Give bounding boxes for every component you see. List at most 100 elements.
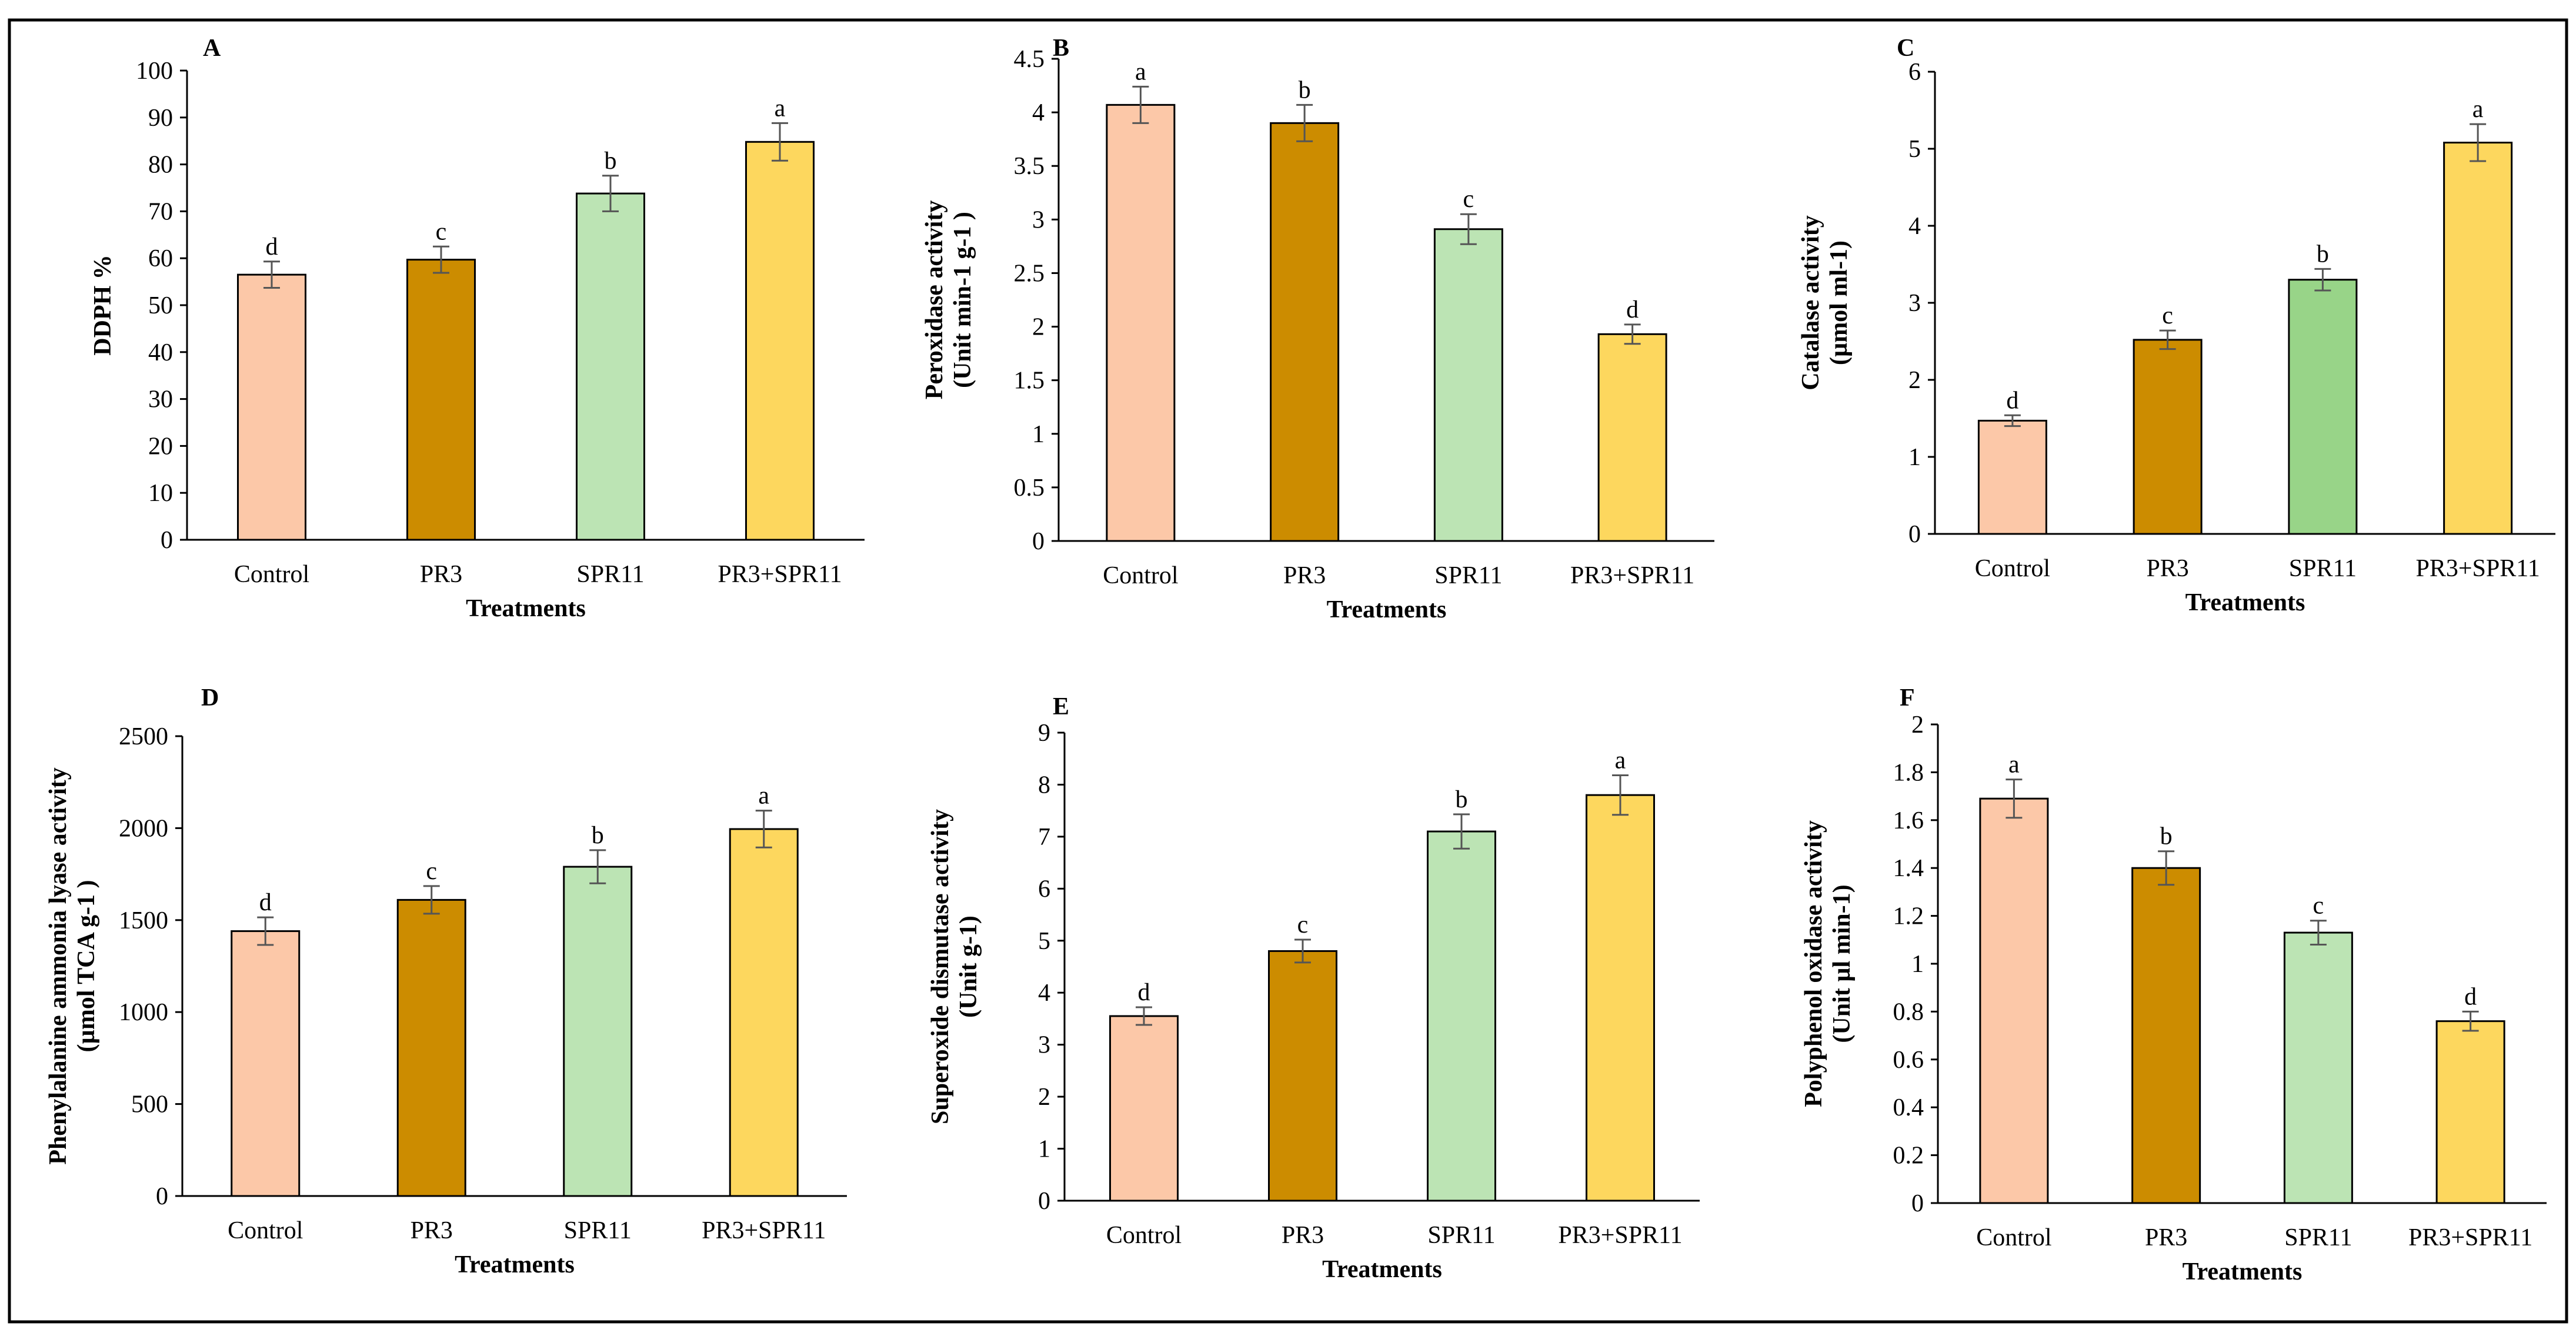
y-axis-title: Polyphenol oxidase activity: [1800, 820, 1827, 1107]
chart-panel-e: E 0 1 2 3 4 5 6 7 8 9 d Control c PR3 b SPR11 a PR3+SPR11 T…: [927, 693, 1700, 1283]
bar: [1427, 830, 1496, 1202]
significance-letter: b: [592, 822, 604, 849]
y-tick-label: 6: [1038, 876, 1050, 903]
y-axis-title: DDPH %: [89, 255, 116, 356]
y-tick-label: 0: [1032, 528, 1045, 555]
significance-letter: a: [2008, 751, 2020, 779]
significance-letter: d: [1138, 979, 1150, 1006]
bar: [2283, 931, 2353, 1204]
bar: [2435, 1020, 2505, 1204]
y-tick-label: 3.5: [1014, 153, 1045, 180]
y-tick-label: 2.5: [1014, 260, 1045, 287]
y-tick-label: 0.4: [1893, 1094, 1924, 1121]
x-category-label: PR3+SPR11: [2408, 1224, 2532, 1251]
bar: [1268, 950, 1337, 1202]
significance-letter: d: [259, 889, 272, 916]
y-tick-label: 6: [1908, 59, 1921, 86]
y-axis-title: (µmol TCA g-1 ): [73, 880, 100, 1053]
y-tick-label: 1.2: [1893, 903, 1924, 930]
bar: [2131, 867, 2201, 1204]
y-tick-label: 2: [1038, 1084, 1050, 1111]
bar: [1979, 797, 2049, 1204]
x-category-label: SPR11: [564, 1217, 632, 1244]
y-tick-label: 1: [1038, 1136, 1050, 1163]
bar: [2133, 339, 2203, 535]
y-axis-title: (Unit g-1): [955, 916, 982, 1018]
y-axis-title: Superoxide dismutase activity: [927, 809, 954, 1124]
y-axis-title: Peroxidase activity: [921, 201, 948, 400]
bar: [406, 259, 476, 541]
x-category-label: PR3+SPR11: [1558, 1222, 1682, 1249]
panel-letter: B: [1053, 35, 1069, 62]
y-tick-label: 1.6: [1893, 807, 1924, 834]
bar: [231, 930, 301, 1197]
x-category-label: PR3: [411, 1217, 453, 1244]
x-category-label: SPR11: [2284, 1224, 2352, 1251]
x-category-label: Control: [1976, 1224, 2051, 1251]
panel-letter: F: [1900, 684, 1915, 711]
y-tick-label: 100: [136, 58, 173, 85]
y-tick-label: 0: [1908, 521, 1921, 548]
y-tick-label: 500: [131, 1091, 168, 1118]
y-axis-title: (Unit min-1 g-1 ): [949, 212, 976, 388]
bar: [576, 192, 645, 541]
y-axis-title: (Unit µl min-1): [1828, 884, 1856, 1043]
significance-letter: c: [426, 858, 437, 885]
y-axis-title: (µmol ml-1): [1826, 240, 1853, 365]
significance-letter: a: [1135, 58, 1146, 85]
y-tick-label: 2: [1032, 314, 1045, 341]
bar: [1106, 103, 1176, 542]
x-category-label: SPR11: [1434, 562, 1502, 589]
y-tick-label: 1.5: [1014, 368, 1045, 395]
bar: [396, 898, 466, 1197]
x-category-label: PR3+SPR11: [1570, 562, 1694, 589]
y-tick-label: 90: [148, 105, 173, 132]
y-tick-label: 10: [148, 480, 173, 507]
bar: [1109, 1015, 1179, 1202]
y-tick-label: 7: [1038, 824, 1050, 851]
x-category-label: PR3: [2145, 1224, 2187, 1251]
y-tick-label: 1.4: [1893, 855, 1924, 882]
significance-letter: a: [2472, 96, 2484, 123]
bar: [2443, 142, 2513, 535]
x-category-label: SPR11: [1427, 1222, 1495, 1249]
panel-letter: C: [1897, 35, 1914, 62]
panel-letter: E: [1053, 693, 1069, 720]
y-tick-label: 5: [1038, 928, 1050, 955]
y-axis-title: Catalase activity: [1797, 215, 1824, 390]
y-tick-label: 30: [148, 386, 173, 413]
y-tick-label: 4.5: [1014, 46, 1045, 73]
y-tick-label: 9: [1038, 720, 1050, 747]
x-category-label: Control: [1103, 562, 1178, 589]
y-tick-label: 1000: [119, 999, 168, 1026]
significance-letter: b: [2160, 823, 2173, 850]
y-tick-label: 50: [148, 292, 173, 319]
x-axis-title: Treatments: [466, 595, 586, 622]
x-category-label: PR3: [1282, 1222, 1324, 1249]
y-tick-label: 3: [1032, 206, 1045, 233]
panel-letter: D: [201, 684, 219, 711]
y-tick-label: 4: [1038, 980, 1050, 1007]
significance-letter: c: [1297, 911, 1309, 938]
y-tick-label: 8: [1038, 771, 1050, 799]
chart-panel-a: A 0 10 20 30 40 50 60 70 80 90 100 d Control c PR3 b SPR1…: [89, 35, 865, 622]
bar: [1597, 333, 1667, 542]
panels: A0102030405060708090100dControlcPR3bSPR1…: [45, 35, 2555, 1285]
significance-letter: a: [775, 95, 786, 122]
y-tick-label: 0.8: [1893, 998, 1924, 1025]
y-tick-label: 3: [1038, 1032, 1050, 1059]
y-tick-label: 0: [1038, 1188, 1050, 1215]
y-tick-label: 0.6: [1893, 1047, 1924, 1074]
bar: [745, 141, 815, 541]
bar: [1270, 122, 1340, 542]
significance-letter: b: [1456, 786, 1468, 813]
y-tick-label: 5: [1908, 136, 1921, 163]
x-axis-title: Treatments: [2183, 1258, 2303, 1285]
significance-letter: c: [436, 218, 447, 245]
y-tick-label: 0.5: [1014, 475, 1045, 502]
x-category-label: Control: [1975, 555, 2050, 582]
panel-letter: A: [203, 35, 221, 62]
bar: [237, 273, 306, 541]
significance-letter: a: [758, 783, 769, 810]
